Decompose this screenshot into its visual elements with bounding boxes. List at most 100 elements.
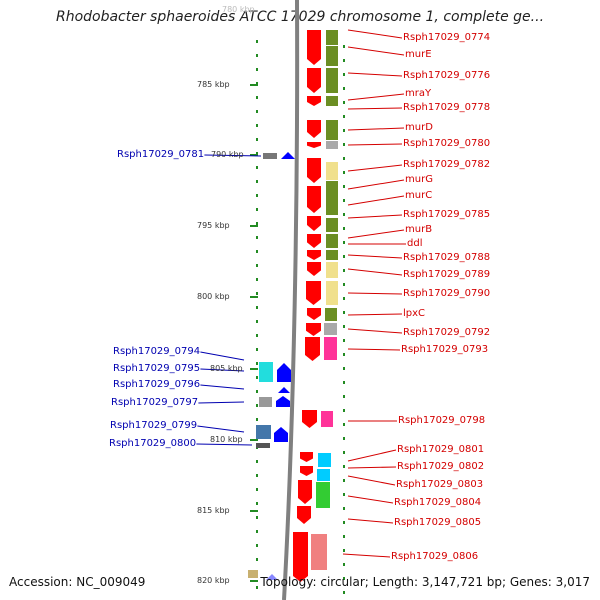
cog-color-block: [324, 337, 337, 360]
outer-dot: [343, 549, 345, 552]
gene-leader-line: [198, 401, 245, 404]
gene-label-forward: Rsph17029_0788: [403, 252, 491, 263]
gene-leader-line: [347, 93, 405, 101]
scale-tick: [250, 296, 258, 298]
cog-color-block: [326, 181, 338, 215]
scale-dot: [256, 194, 258, 197]
scale-dot: [256, 68, 258, 71]
forward-gene-arrow: [307, 262, 321, 276]
gene-leader-line: [347, 229, 405, 239]
outer-dot: [343, 185, 345, 188]
cog-color-block: [326, 46, 338, 66]
scale-dot: [256, 544, 258, 547]
gene-leader-line: [347, 495, 394, 504]
outer-dot: [343, 199, 345, 202]
forward-gene-arrow: [298, 480, 312, 504]
outer-dot: [343, 339, 345, 342]
gene-label-forward: lpxC: [403, 308, 426, 319]
scale-dot: [256, 82, 258, 85]
scale-tick: [250, 225, 258, 227]
outer-dot: [343, 311, 345, 314]
gene-leader-line: [200, 368, 245, 372]
scale-dot: [256, 250, 258, 253]
gene-leader-line: [347, 127, 405, 131]
gene-leader-line: [204, 154, 262, 157]
scale-dot: [256, 586, 258, 589]
gene-label-forward: Rsph17029_0792: [403, 327, 491, 338]
scale-dot: [256, 236, 258, 239]
gene-label-forward: Rsph17029_0793: [401, 344, 489, 355]
cog-color-block: [326, 250, 338, 260]
forward-gene-arrow: [307, 158, 321, 183]
gene-label-forward: Rsph17029_0785: [403, 209, 491, 220]
forward-gene-arrow: [307, 142, 321, 148]
outer-dot: [343, 479, 345, 482]
gene-label-forward: murB: [405, 224, 433, 235]
outer-dot: [343, 591, 345, 594]
outer-dot: [343, 325, 345, 328]
reverse-gene-box: [263, 153, 277, 159]
gene-leader-line: [347, 292, 403, 295]
gene-label-forward: Rsph17029_0803: [396, 479, 484, 490]
scale-dot: [256, 166, 258, 169]
outer-dot: [343, 493, 345, 496]
scale-dot: [256, 320, 258, 323]
scale-tick-label: 780 kbp: [222, 5, 255, 14]
reverse-gene-box: [256, 443, 270, 448]
scale-dot: [256, 208, 258, 211]
cog-color-block: [318, 453, 331, 467]
gene-label-reverse: Rsph17029_0795: [113, 363, 201, 374]
forward-gene-arrow: [306, 281, 321, 305]
gene-leader-line: [347, 143, 403, 146]
scale-tick: [250, 580, 258, 582]
reverse-gene-arrow: [281, 152, 295, 159]
scale-tick-label: 790 kbp: [211, 150, 244, 159]
forward-gene-arrow: [302, 410, 317, 428]
outer-dot: [343, 87, 345, 90]
scale-tick-label: 820 kbp: [197, 576, 230, 585]
scale-dot: [256, 54, 258, 57]
gene-leader-line: [347, 449, 397, 462]
scale-dot: [256, 124, 258, 127]
cog-color-block: [326, 162, 338, 180]
scale-dot: [256, 96, 258, 99]
outer-dot: [343, 269, 345, 272]
scale-dot: [256, 516, 258, 519]
scale-dot: [256, 460, 258, 463]
outer-dot: [343, 437, 345, 440]
gene-leader-line: [347, 466, 397, 469]
scale-dot: [256, 264, 258, 267]
scale-dot: [256, 474, 258, 477]
forward-gene-arrow: [307, 120, 321, 138]
gene-leader-line: [347, 179, 405, 190]
cog-color-block: [326, 120, 338, 140]
forward-gene-arrow: [307, 216, 321, 231]
gene-label-forward: murC: [405, 190, 433, 201]
outer-dot: [343, 45, 345, 48]
cog-color-block: [317, 469, 330, 481]
gene-leader-line: [200, 351, 245, 361]
scale-tick: [250, 439, 258, 441]
forward-gene-arrow: [307, 96, 321, 106]
cog-color-block: [326, 68, 338, 93]
outer-dot: [343, 297, 345, 300]
gene-label-reverse: Rsph17029_0800: [109, 438, 197, 449]
cog-color-block: [326, 262, 338, 278]
gene-label-forward: mraY: [405, 88, 432, 99]
outer-dot: [343, 101, 345, 104]
cog-color-block: [326, 218, 338, 232]
outer-dot: [343, 423, 345, 426]
gene-label-forward: Rsph17029_0778: [403, 102, 491, 113]
cog-color-block: [326, 234, 338, 248]
scale-tick-label: 785 kbp: [197, 80, 230, 89]
scale-tick-label: 815 kbp: [197, 506, 230, 515]
reverse-gene-arrow: [266, 574, 278, 580]
cog-color-block: [326, 96, 338, 106]
gene-label-forward: Rsph17029_0798: [398, 415, 486, 426]
scale-dot: [256, 348, 258, 351]
outer-dot: [343, 409, 345, 412]
gene-leader-line: [347, 29, 403, 39]
outer-dot: [343, 129, 345, 132]
gene-label-forward: Rsph17029_0805: [394, 517, 482, 528]
gene-label-forward: Rsph17029_0782: [403, 159, 491, 170]
